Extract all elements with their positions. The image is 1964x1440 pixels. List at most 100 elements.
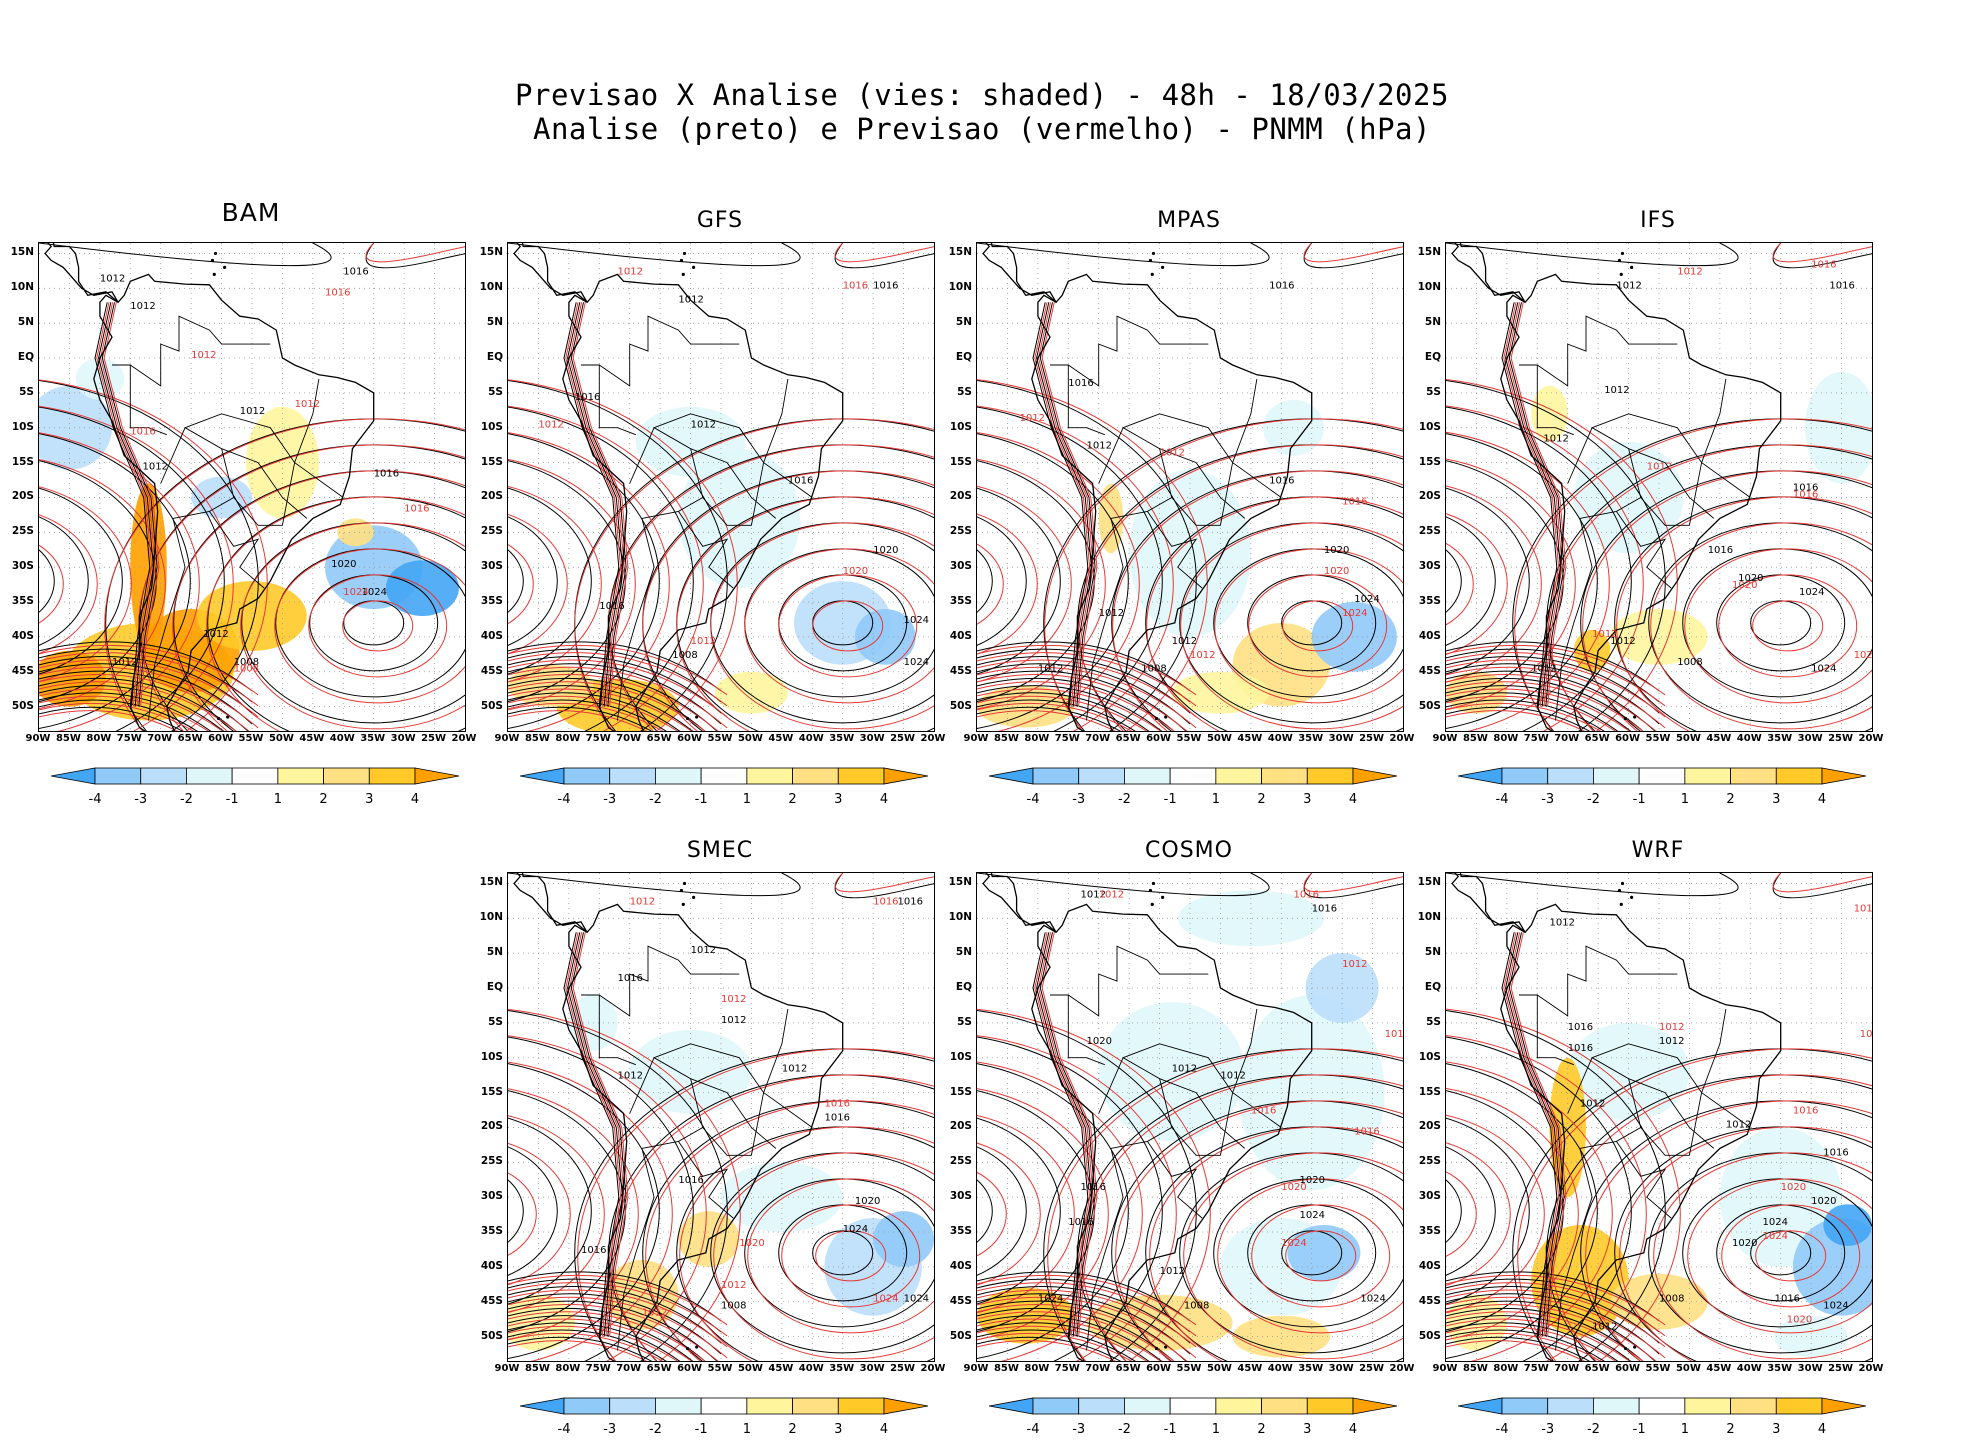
analysis-isobar [567,302,623,707]
longitude-tick-label: 80W [555,733,581,744]
south-america-coastline [93,273,375,731]
latitude-tick-label: 30S [949,1190,972,1203]
latitude-tick-label: 15S [1418,455,1441,468]
island [210,258,215,263]
isobar-value-label: 1020 [1281,1182,1306,1193]
isobar-value-label: 1024 [904,657,929,668]
analysis-isobar [977,692,1150,731]
island [692,265,696,269]
analysis-isobar [508,685,694,731]
colorbar-swatches [51,767,459,785]
colorbar-swatch [1124,1397,1171,1415]
isobar-value-label: 1012 [1580,1099,1605,1110]
country-border [653,413,813,498]
isobar-value-label: 1016 [581,1245,606,1256]
colorbar-tick-label: 4 [1348,792,1358,807]
analysis-isobar [977,516,1027,646]
country-border [1098,427,1173,519]
forecast-isobar [39,703,195,731]
colorbar-swatch [94,767,142,785]
longitude-tick-label: 85W [993,733,1019,744]
latitude-tick-label: 5S [957,385,972,398]
isobar-value-label: 1016 [325,287,350,298]
analysis-isobar [508,1010,728,1361]
forecast-isobar [977,1311,1175,1361]
longitude-tick-label: 35W [1767,733,1793,744]
country-border [1098,1057,1173,1149]
analysis-isobar [508,1329,667,1361]
isobar-value-label: 1012 [240,406,265,417]
forecast-isobar [508,1172,537,1256]
colorbar-tick-label: 2 [1257,792,1266,807]
isobar-value-label: 1016 [404,503,429,514]
analysis-isobar [977,699,1136,731]
colorbar-swatch [1775,1397,1823,1415]
country-border [1147,1141,1203,1219]
latitude-tick-label: 40S [480,1259,503,1272]
forecast-isobar [679,1126,934,1361]
island [1154,716,1159,721]
colorbar-tick-label: -4 [557,1422,571,1437]
longitude-tick-label: 60W [677,1363,703,1374]
analysis-isobar [1446,1278,1660,1333]
analysis-isobar [39,243,332,267]
longitude-tick-label: 90W [494,733,520,744]
forecast-isobar [1180,522,1403,730]
isobar-value-label: 1016 [1354,1126,1379,1137]
latitude-tick-label: 15S [1418,1085,1441,1098]
longitude-tick-label: 80W [1024,733,1050,744]
longitude-tick-label: 35W [360,733,386,744]
isobar-value-label: 1012 [1592,1322,1617,1333]
forecast-isobar [834,873,934,893]
map-cosmo: 1012101210161016101210121020101210121016… [976,872,1404,1362]
island [1623,1346,1628,1351]
latitude-tick-label: 45S [11,664,34,677]
analysis-isobar [39,380,259,731]
colorbar-min-arrow [520,767,565,785]
forecast-isobar [1446,1318,1631,1361]
forecast-isobar [508,652,728,707]
colorbar: -4 -3 -2 -1 1 2 3 4 [520,766,928,810]
analysis-isobar [1446,1329,1605,1361]
isobar-value-label: 1020 [331,559,356,570]
isobar-labels: 1012 1012 1016 1016 1012 1016 1012 1016 1020 1020… [538,266,929,667]
latitude-tick-label: EQ [486,981,503,994]
colorbar-swatch [655,1397,702,1415]
forecast-isobar [1653,1152,1872,1360]
forecast-isobar [508,1296,728,1359]
longitude-tick-label: 40W [1267,733,1293,744]
longitude-tick-label: 45W [299,733,325,744]
colorbar-swatch [1684,767,1731,785]
forecast-isobar [138,444,465,731]
analysis-isobar [977,433,1129,729]
longitude-tick-label: 85W [1462,733,1488,744]
forecast-isobar [39,688,224,731]
island [1164,715,1168,719]
analysis-isobar [1508,302,1565,707]
bias-area [678,448,801,589]
country-border [233,378,320,526]
longitude-tick-label: 20W [1858,733,1884,744]
island [682,251,687,256]
longitude-tick-label: 40W [798,1363,824,1374]
colorbar-tick-label: -2 [1586,1422,1600,1437]
bias-area [1238,995,1385,1191]
forecast-isobar [508,1318,693,1361]
longitude-tick-label: 55W [1645,733,1671,744]
colorbar-swatch [1169,1397,1217,1415]
country-border [1086,1148,1124,1351]
south-america-coastline [562,903,844,1361]
map-canvas: 1016 1012 1016 1012 1012 1016 1016 1020 1020 1024… [977,243,1403,731]
forecast-isobar [1081,1074,1403,1361]
latitude-tick-label: 35S [1418,595,1441,608]
latitude-tick-label: 20S [949,1120,972,1133]
island [1620,881,1625,886]
colorbar-swatches [989,1397,1397,1415]
central-america-coastline [1451,243,1526,303]
longitude-tick-label: 35W [1767,1363,1793,1374]
longitude-tick-label: 60W [1615,1363,1641,1374]
forecast-isobar [1214,548,1403,704]
longitude-tick-label: 20W [1389,733,1415,744]
bias-area [1610,609,1708,665]
forecast-isobar [1446,652,1666,707]
